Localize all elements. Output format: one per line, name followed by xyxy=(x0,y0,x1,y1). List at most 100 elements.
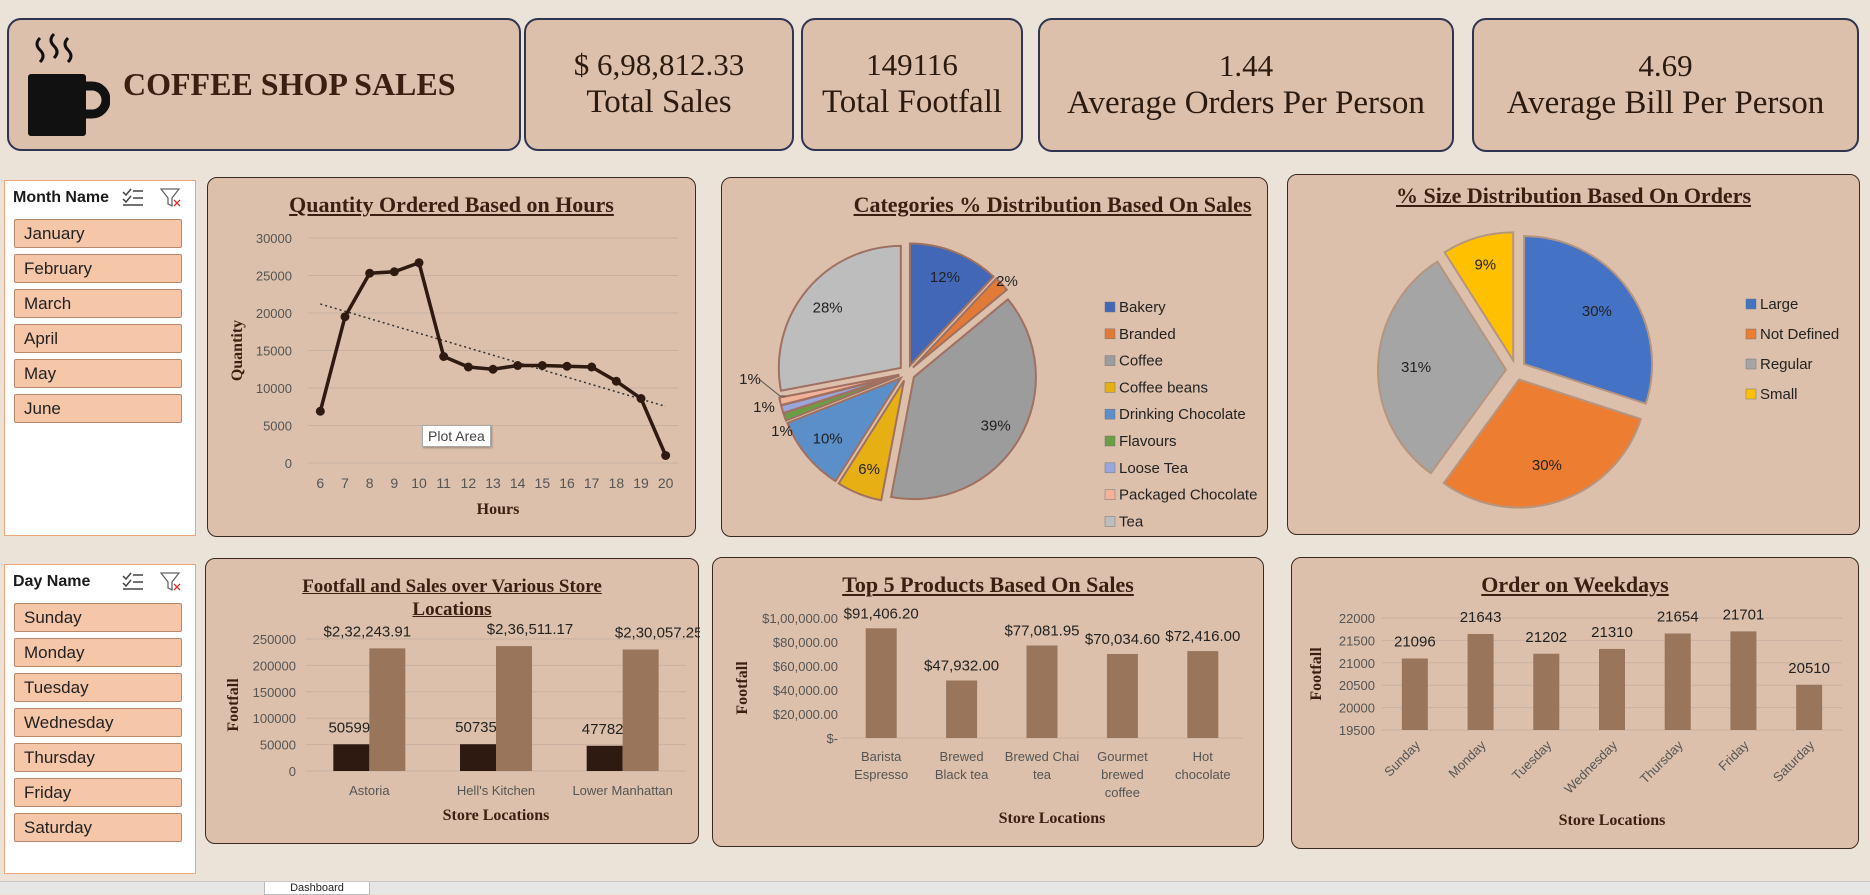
slicer-item-january[interactable]: January xyxy=(14,219,182,248)
data-point xyxy=(513,361,523,370)
products-bar-chart[interactable]: $- $20,000.00 $40,000.00 $60,000.00 $80,000.… xyxy=(713,558,1265,848)
x-tick-label: Monday xyxy=(1445,737,1489,781)
x-tick-label: Tuesday xyxy=(1509,737,1555,783)
y-tick-label: 100000 xyxy=(253,711,296,726)
legend-entry: Tea xyxy=(1119,513,1144,530)
x-tick-label: Saturday xyxy=(1770,737,1818,785)
data-point xyxy=(315,406,325,416)
slicer-item-may[interactable]: May xyxy=(14,359,182,388)
plot-area-tooltip: Plot Area xyxy=(422,425,491,447)
kpi-label: Average Bill Per Person xyxy=(1506,84,1825,121)
legend-swatch xyxy=(1745,328,1757,340)
y-tick-label: $1,00,000.00 xyxy=(762,611,838,626)
slice-data-label: 28% xyxy=(813,299,843,316)
chart-title: Categories % Distribution Based On Sales xyxy=(853,192,1252,217)
bar xyxy=(1401,658,1428,730)
sizes-chart-panel[interactable]: % Size Distribution Based On Orders 30% 3… xyxy=(1287,174,1860,535)
data-point xyxy=(389,267,399,277)
legend-entry: Coffee beans xyxy=(1119,379,1208,396)
weekdays-bar-chart[interactable]: 19500 20000 20500 21000 21500 22000 21096 Sunda… xyxy=(1292,558,1860,850)
x-tick-label: 10 xyxy=(411,475,427,491)
slicer-item-february[interactable]: February xyxy=(14,254,182,283)
stores-bar-chart[interactable]: 0 50000 100000 150000 200000 250000 Astoria 505… xyxy=(206,559,700,845)
day-slicer[interactable]: Day Name Sunday Monday Tuesday Wednesday… xyxy=(4,564,196,874)
slicer-item-monday[interactable]: Monday xyxy=(14,638,182,667)
slicer-item-thursday[interactable]: Thursday xyxy=(14,743,182,772)
pie-slice-packaged-chocolate xyxy=(778,373,900,407)
slicer-item-tuesday[interactable]: Tuesday xyxy=(14,673,182,702)
x-tick-label: 16 xyxy=(559,475,575,491)
bar-data-label: 21654 xyxy=(1657,609,1699,626)
pie-slice-coffee xyxy=(889,297,1037,501)
data-point xyxy=(587,362,597,372)
x-tick-label: 19 xyxy=(633,475,649,491)
sizes-pie-chart[interactable]: 30% 30% 31% 9% Large Not Defined Regular Small xyxy=(1288,175,1861,536)
y-tick-label: 250000 xyxy=(253,632,296,647)
pie-slice-not-defined xyxy=(1442,378,1643,509)
y-axis-label: Footfall xyxy=(1308,647,1325,701)
legend-entry: Small xyxy=(1760,386,1798,403)
bar xyxy=(1796,684,1823,730)
multi-select-icon[interactable] xyxy=(121,187,145,209)
pie-slice-drinking-chocolate xyxy=(786,376,904,483)
slice-data-label: 30% xyxy=(1582,303,1612,320)
slice-data-label: 12% xyxy=(930,269,960,286)
month-slicer-title: Month Name xyxy=(13,189,109,206)
quantity-line xyxy=(318,260,668,457)
chart-title: Top 5 Products Based On Sales xyxy=(842,572,1134,597)
slicer-item-saturday[interactable]: Saturday xyxy=(14,813,182,842)
slicer-item-friday[interactable]: Friday xyxy=(14,778,182,807)
clear-filter-icon[interactable] xyxy=(159,187,183,209)
y-tick-label: $60,000.00 xyxy=(773,659,838,674)
legend-swatch xyxy=(1104,462,1116,474)
multi-select-icon[interactable] xyxy=(121,571,145,593)
kpi-total-sales: $ 6,98,812.33 Total Sales xyxy=(524,18,794,151)
y-tick-label: 25000 xyxy=(256,269,292,284)
month-slicer[interactable]: Month Name January February March April … xyxy=(4,180,196,536)
legend-swatch xyxy=(1104,516,1116,527)
legend-entry: Packaged Chocolate xyxy=(1119,487,1257,504)
categories-chart-panel[interactable]: Categories % Distribution Based On Sales… xyxy=(721,177,1268,537)
x-tick-label: Black tea xyxy=(935,767,989,782)
slice-data-label: 10% xyxy=(813,431,843,448)
hours-line-chart[interactable]: 0 5000 10000 15000 20000 25000 30000 6 7 8 9 10 11 12… xyxy=(208,178,697,538)
x-tick-label: 20 xyxy=(658,475,674,491)
bar-data-label: 21310 xyxy=(1591,624,1633,641)
x-axis-label: Hours xyxy=(477,501,520,518)
bar xyxy=(865,628,897,738)
legend-swatch xyxy=(1104,301,1116,313)
slice-data-label: 9% xyxy=(1474,256,1496,273)
x-tick-label: 18 xyxy=(609,475,625,491)
bar-data-label: 50735 xyxy=(455,719,497,736)
x-tick-label: Barista xyxy=(861,749,902,764)
legend-swatch xyxy=(1745,298,1757,310)
x-tick-label: Brewed xyxy=(940,749,984,764)
x-tick-label: Astoria xyxy=(349,783,390,798)
legend-entry: Loose Tea xyxy=(1119,460,1189,477)
x-tick-label: Hot xyxy=(1193,749,1214,764)
slicer-item-april[interactable]: April xyxy=(14,324,182,353)
x-tick-label: brewed xyxy=(1101,767,1144,782)
sheet-tab-dashboard[interactable]: Dashboard xyxy=(264,882,370,895)
slicer-item-sunday[interactable]: Sunday xyxy=(14,603,182,632)
pie-slice-coffee-beans xyxy=(837,379,906,502)
hours-chart-panel[interactable]: Quantity Ordered Based on Hours 0 5000 100… xyxy=(207,177,696,537)
legend-entry: Not Defined xyxy=(1760,326,1839,343)
y-tick-label: 19500 xyxy=(1339,723,1375,738)
kpi-label: Total Footfall xyxy=(821,84,1003,121)
products-chart-panel[interactable]: Top 5 Products Based On Sales $- $20,000.… xyxy=(712,557,1264,847)
slicer-item-june[interactable]: June xyxy=(14,394,182,423)
chart-title: Footfall and Sales over Various Store Lo… xyxy=(302,576,602,620)
categories-pie-chart[interactable]: 12% 2% 39% 6% 10% 1% 1% 1% 28% Bakery Branded Coffe… xyxy=(722,178,1269,538)
y-tick-label: 21500 xyxy=(1339,633,1375,648)
slicer-item-wednesday[interactable]: Wednesday xyxy=(14,708,182,737)
stores-chart-panel[interactable]: Footfall and Sales over Various Store Lo… xyxy=(205,558,700,845)
pie-slice-small xyxy=(1443,231,1515,364)
slicer-item-march[interactable]: March xyxy=(14,289,182,318)
weekdays-chart-panel[interactable]: Order on Weekdays 19500 20000 20500 21000 21… xyxy=(1291,557,1859,849)
pie-slice-branded xyxy=(912,277,1009,369)
data-point xyxy=(537,361,547,370)
x-tick-label: 15 xyxy=(535,475,551,491)
bar-data-label: $70,034.60 xyxy=(1085,631,1160,648)
clear-filter-icon[interactable] xyxy=(159,571,183,593)
